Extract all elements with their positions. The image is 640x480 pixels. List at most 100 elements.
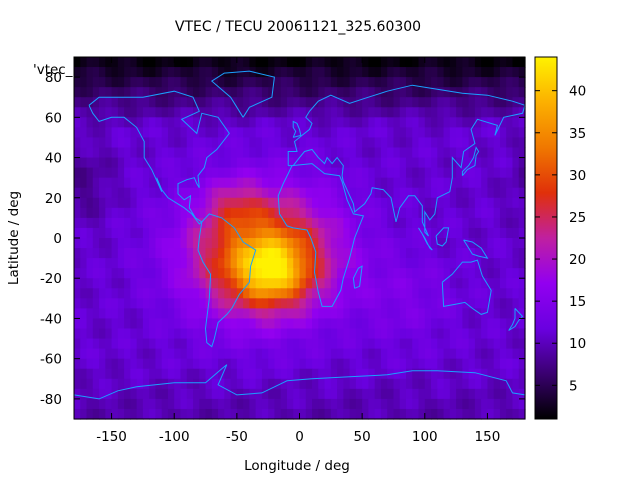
heat-cell (142, 77, 150, 88)
heat-cell (149, 398, 157, 410)
heat-cell (449, 157, 457, 169)
heat-cell (474, 268, 482, 279)
heat-cell (268, 197, 276, 209)
heat-cell (387, 157, 395, 169)
heat-cell (456, 338, 463, 350)
heat-cell (180, 248, 188, 259)
heat-cell (142, 278, 150, 289)
heat-cell (293, 97, 301, 108)
heat-cell (393, 67, 401, 78)
heat-cell (305, 217, 313, 229)
heat-cell (205, 107, 213, 118)
heat-cell (255, 408, 263, 420)
heat-cell (368, 238, 376, 249)
heat-cell (318, 408, 326, 420)
heat-cell (481, 87, 489, 98)
heat-cell (174, 268, 182, 279)
heat-cell (155, 217, 163, 229)
heat-cell (105, 358, 113, 370)
heat-cell (92, 227, 100, 239)
heat-cell (155, 368, 163, 380)
heat-cell (268, 107, 276, 118)
heat-cell (111, 338, 119, 350)
heat-cell (380, 318, 388, 330)
heat-cell (305, 398, 313, 410)
heat-cell (80, 107, 88, 118)
heat-cell (193, 67, 200, 78)
heat-cell (481, 177, 489, 189)
heat-cell (318, 358, 326, 370)
heat-cell (518, 77, 526, 88)
heat-cell (518, 368, 526, 380)
heat-cell (74, 87, 81, 98)
heat-cell (337, 157, 344, 169)
heat-cell (380, 157, 388, 169)
y-tick-label: 40 (45, 151, 62, 167)
heat-cell (499, 127, 507, 139)
heat-cell (387, 137, 395, 149)
heat-cell (117, 278, 125, 289)
heat-cell (393, 87, 401, 98)
heat-cell (180, 348, 188, 360)
heat-cell (318, 258, 326, 269)
heat-cell (199, 157, 207, 169)
heat-cell (456, 107, 463, 118)
heat-cell (236, 238, 244, 249)
heat-cell (211, 408, 219, 420)
heat-cell (399, 348, 407, 360)
heat-cell (268, 77, 276, 88)
heat-cell (174, 338, 182, 350)
heat-cell (155, 137, 163, 149)
heat-cell (405, 308, 413, 320)
heat-cell (86, 398, 94, 410)
heat-cell (380, 117, 388, 128)
heat-cell (161, 67, 169, 78)
heat-cell (481, 77, 489, 88)
heat-cell (286, 298, 294, 309)
heat-cell (443, 408, 451, 420)
heat-cell (211, 258, 219, 269)
heat-cell (130, 298, 138, 309)
heat-cell (186, 117, 194, 128)
heat-cell (111, 298, 119, 309)
heat-cell (305, 67, 313, 78)
heat-cell (393, 278, 401, 289)
heat-cell (449, 147, 457, 159)
heat-cell (249, 278, 257, 289)
heat-cell (512, 278, 520, 289)
heat-cell (105, 328, 113, 340)
heat-cell (167, 238, 175, 249)
heat-cell (499, 117, 507, 128)
heat-cell (92, 207, 100, 219)
heat-cell (280, 288, 288, 299)
heat-cell (261, 107, 269, 118)
heat-cell (468, 378, 476, 390)
heat-cell (249, 378, 257, 390)
heat-cell (186, 157, 194, 169)
heat-cell (117, 57, 125, 68)
heat-cell (424, 278, 432, 289)
heat-cell (155, 117, 163, 128)
heat-cell (124, 117, 131, 128)
heat-cell (305, 97, 313, 108)
heat-cell (130, 67, 138, 78)
heat-cell (117, 77, 125, 88)
heat-cell (136, 378, 144, 390)
heat-cell (518, 258, 526, 269)
heat-cell (211, 288, 219, 299)
heat-cell (167, 248, 175, 259)
heat-cell (161, 97, 169, 108)
heat-cell (136, 57, 144, 68)
heat-cell (418, 308, 426, 320)
heat-cell (474, 117, 482, 128)
heat-cell (343, 358, 351, 370)
heat-cell (387, 187, 395, 199)
heat-cell (305, 258, 313, 269)
heat-cell (493, 167, 501, 179)
heat-cell (443, 107, 451, 118)
heat-cell (286, 408, 294, 420)
heat-cell (205, 368, 213, 380)
heat-cell (199, 398, 207, 410)
heat-cell (349, 298, 357, 309)
heat-cell (499, 57, 507, 68)
